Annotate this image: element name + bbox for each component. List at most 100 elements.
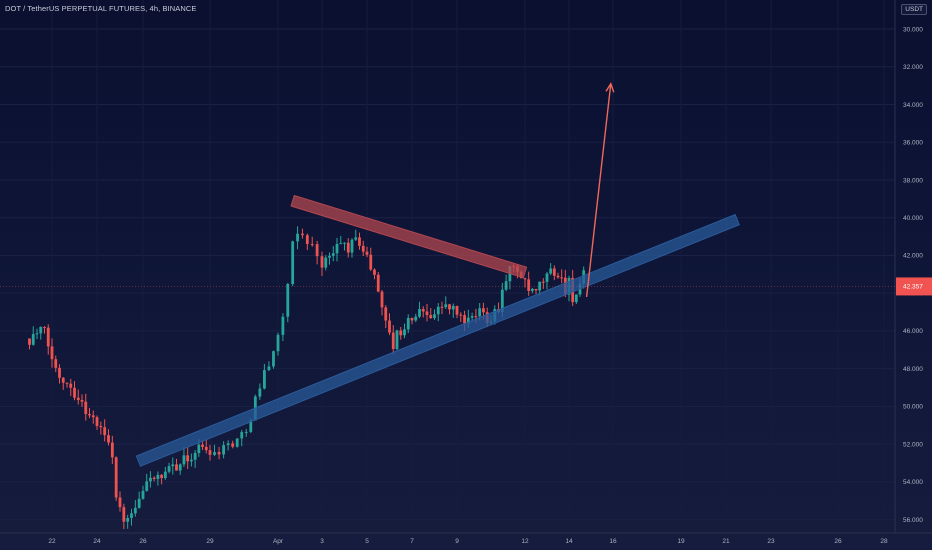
candle-body [226, 443, 230, 446]
chart-grid [0, 0, 895, 533]
candle-bearish [84, 393, 88, 421]
time-tick-label: 9 [455, 538, 459, 545]
candle-body [28, 338, 31, 345]
candle-body [523, 278, 527, 280]
currency-badge[interactable]: USDT [901, 4, 927, 15]
candle-body [388, 320, 391, 333]
candle-bearish [369, 247, 373, 272]
candle-bullish [549, 263, 553, 276]
candle-body [556, 275, 560, 278]
candle-body [376, 274, 380, 292]
candle-body [552, 268, 556, 276]
candle-bullish [328, 252, 331, 265]
candle-body [331, 253, 335, 256]
candle-bullish [213, 444, 216, 457]
candle-body [118, 497, 122, 508]
candle-body [410, 318, 414, 321]
candle-bullish [137, 491, 141, 509]
candle-body [103, 427, 107, 436]
candle-bearish [421, 306, 425, 318]
price-tick-label: 56.000 [903, 517, 923, 524]
candle-body [527, 279, 531, 291]
candle-body [373, 269, 376, 275]
candle-body [541, 281, 545, 283]
price-tag-label: 42.357 [903, 284, 923, 291]
candle-body [80, 399, 84, 402]
time-axis: 22 24 26 29 Apr 3 5 7 9 12 14 16 19 21 23 26 28 [0, 532, 932, 545]
time-tick-label: 14 [565, 538, 573, 545]
candle-body [126, 517, 130, 522]
candle-bearish [365, 246, 369, 258]
candle-bullish [281, 313, 285, 342]
candle-bullish [167, 462, 171, 474]
candle-body [474, 316, 478, 318]
time-tick-label: 19 [677, 538, 685, 545]
candle-body [361, 245, 365, 252]
symbol-title[interactable]: DOT / TetherUS PERPETUAL FUTURES, 4h, BI… [5, 4, 197, 13]
candle-body [201, 444, 204, 447]
candle-body [286, 283, 290, 317]
price-tick-label: 38.000 [903, 177, 923, 184]
candle-body [354, 237, 358, 240]
candle-body [433, 314, 436, 319]
candle-bullish [433, 309, 436, 320]
candle-bullish [339, 236, 343, 245]
candle-bearish [376, 272, 380, 293]
candle-body [208, 450, 212, 455]
candle-body [182, 455, 186, 465]
candle-body [61, 377, 65, 383]
candle-body [88, 414, 91, 416]
candle-body [107, 435, 110, 443]
candle-body [54, 359, 58, 368]
price-tick-label: 42.000 [903, 253, 923, 260]
projection-arrow[interactable] [585, 82, 615, 298]
candle-bullish [244, 428, 248, 437]
resistance-trendline[interactable] [290, 194, 528, 279]
candle-bearish [28, 338, 31, 350]
candle-bullish [324, 255, 328, 271]
candle-body [384, 307, 388, 321]
candle-body [358, 237, 361, 246]
candle-bullish [240, 430, 244, 447]
candle-body [145, 481, 149, 491]
candle-body [231, 443, 235, 447]
candle-body [574, 294, 578, 303]
candle-body [149, 477, 152, 482]
candle-body [459, 314, 463, 316]
candle-body [152, 477, 156, 479]
candle-bullish [343, 242, 346, 251]
price-tick-label: 52.000 [903, 441, 923, 448]
candle-body [160, 474, 164, 479]
candle-bearish [388, 313, 391, 336]
candle-bearish [186, 447, 190, 470]
candle-bearish [58, 364, 61, 384]
price-tick-label: 54.000 [903, 479, 923, 486]
time-tick-label: Apr [273, 538, 284, 545]
candle-body [403, 329, 406, 336]
candle-bullish [145, 473, 149, 492]
candle-body [186, 455, 190, 462]
candle-bearish [459, 312, 463, 323]
candle-bearish [114, 456, 118, 501]
candle-bearish [384, 305, 388, 329]
time-tick-label: 21 [722, 538, 730, 545]
candle-body [197, 444, 201, 453]
candle-body [324, 257, 328, 268]
time-tick-label: 23 [767, 538, 775, 545]
candle-bullish [350, 238, 354, 258]
candle-body [440, 306, 444, 308]
candle-bullish [291, 240, 295, 287]
candle-body [249, 420, 253, 432]
candle-body [339, 243, 343, 245]
candle-bullish [414, 313, 418, 323]
candle-body [189, 459, 193, 462]
candle-body [448, 304, 451, 310]
support-trendline[interactable] [135, 213, 740, 467]
candle-bullish [126, 514, 130, 529]
candle-bullish [226, 440, 230, 451]
candle-bullish [444, 296, 448, 310]
candle-bullish [130, 508, 133, 526]
candle-bearish [373, 268, 376, 280]
candle-body [301, 233, 304, 236]
